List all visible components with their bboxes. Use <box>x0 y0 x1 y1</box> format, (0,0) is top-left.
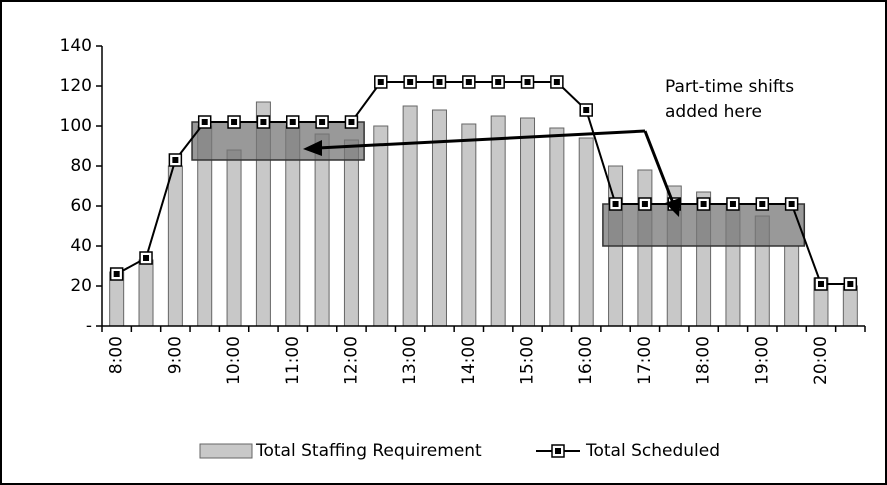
y-tick-label: - <box>86 316 92 336</box>
bar <box>784 245 800 327</box>
bar <box>520 117 536 327</box>
annotation-line: Part-time shifts <box>665 77 794 97</box>
x-tick-label: 16:00 <box>576 336 596 385</box>
x-tick-label: 11:00 <box>283 336 303 385</box>
line-marker-core <box>407 79 414 85</box>
bar <box>549 127 565 327</box>
line-marker-core <box>495 79 502 85</box>
y-tick-label: 100 <box>60 116 92 136</box>
line-marker-core <box>289 119 296 125</box>
line-marker-core <box>348 119 355 125</box>
bar <box>373 125 389 327</box>
line-marker-core <box>729 201 736 207</box>
y-tick-label: 60 <box>70 196 92 216</box>
y-tick-label: 80 <box>70 156 92 176</box>
line-marker-core <box>113 271 120 277</box>
line-marker-core <box>201 119 208 125</box>
line-marker-core <box>641 201 648 207</box>
bar <box>138 259 154 327</box>
line-marker-core <box>553 79 560 85</box>
annotation-arrows <box>303 129 680 217</box>
line-marker-core <box>436 79 443 85</box>
legend-label: Total Staffing Requirement <box>255 441 482 461</box>
x-tick-label: 8:00 <box>107 336 127 374</box>
line-marker-core <box>172 157 179 163</box>
line-marker-core <box>377 79 384 85</box>
x-tick-label: 18:00 <box>694 336 714 385</box>
bar <box>578 137 594 327</box>
y-tick-label: 40 <box>70 236 92 256</box>
bar <box>461 123 477 327</box>
bar <box>842 285 858 327</box>
bar <box>226 149 242 327</box>
highlight-band <box>191 121 365 161</box>
line-marker-core <box>759 201 766 207</box>
line-marker-core <box>583 107 590 113</box>
line-marker-core <box>231 119 238 125</box>
legend-marker-core <box>555 448 561 454</box>
x-tick-label: 20:00 <box>811 336 831 385</box>
x-tick-label: 17:00 <box>635 336 655 385</box>
bar <box>490 115 506 327</box>
y-tick-label: 140 <box>60 36 92 56</box>
bar <box>167 165 183 327</box>
x-tick-label: 12:00 <box>341 336 361 385</box>
y-tick-label: 20 <box>70 276 92 296</box>
line-marker-core <box>612 201 619 207</box>
y-tick-label: 120 <box>60 76 92 96</box>
annotation-line: added here <box>665 102 762 122</box>
bar <box>343 139 359 327</box>
bar <box>402 105 418 327</box>
line-marker-core <box>700 201 707 207</box>
x-tick-label: 10:00 <box>224 336 244 385</box>
line-marker-core <box>143 255 150 261</box>
line-marker-core <box>260 119 267 125</box>
x-tick-label: 15:00 <box>518 336 538 385</box>
bar <box>637 169 653 327</box>
bar <box>314 133 330 327</box>
highlight-band <box>602 203 806 247</box>
x-tick-label: 13:00 <box>400 336 420 385</box>
line-marker-core <box>788 201 795 207</box>
line-marker-core <box>524 79 531 85</box>
line-marker-core <box>817 281 824 287</box>
legend-swatch <box>199 443 253 459</box>
x-tick-label: 9:00 <box>165 336 185 374</box>
x-tick-label: 14:00 <box>459 336 479 385</box>
line-marker-core <box>847 281 854 287</box>
x-tick-label: 19:00 <box>752 336 772 385</box>
line-marker-core <box>319 119 326 125</box>
line-marker-core <box>465 79 472 85</box>
legend-label: Total Scheduled <box>585 441 720 461</box>
